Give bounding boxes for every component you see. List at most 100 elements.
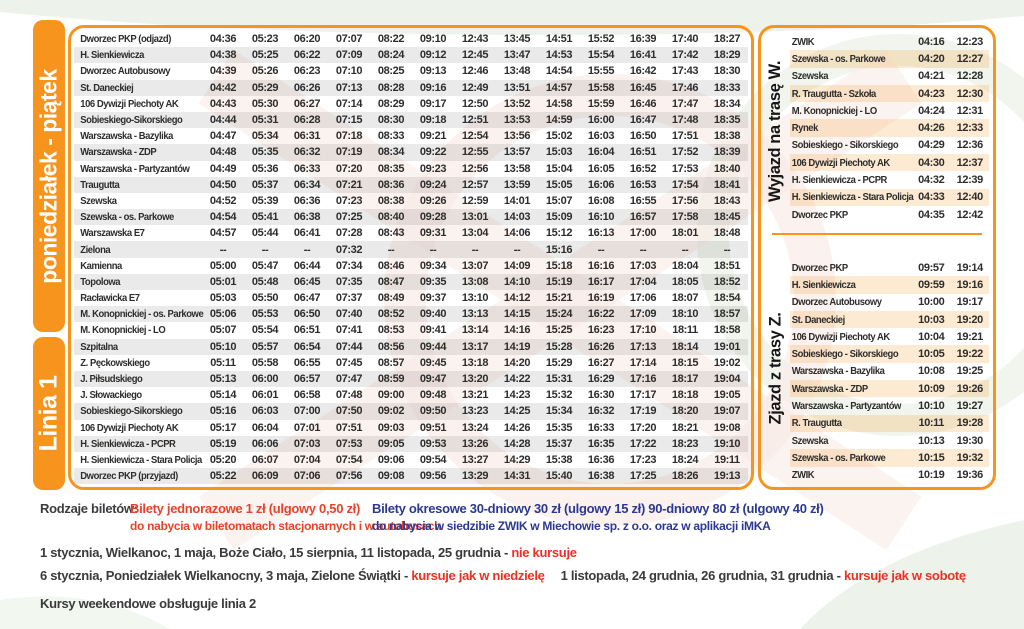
- time-cell: 12:54: [461, 130, 489, 143]
- time-cell: 08:35: [377, 162, 405, 175]
- time-cell: 12:55: [461, 146, 489, 159]
- time-cell: 15:18: [545, 259, 573, 272]
- table-row: R. Traugutta - Szkoła 04:23 12:30: [790, 84, 989, 103]
- time-cell: 06:57: [293, 373, 321, 386]
- time-cell: 09:06: [377, 453, 405, 466]
- time-cell: 19:07: [713, 405, 741, 418]
- time-cell: 06:32: [293, 146, 321, 159]
- time-cell: 19:32: [956, 451, 984, 464]
- time-cell: 16:39: [629, 33, 657, 46]
- stop-name: Szpitalna: [80, 340, 118, 353]
- time-cell: 08:40: [377, 211, 405, 224]
- table-row: 106 Dywizji Piechoty AK 04:30 12:37: [790, 154, 989, 172]
- time-cell: 05:47: [251, 259, 279, 272]
- time-cell: 17:19: [629, 405, 657, 418]
- time-cell: 07:51: [335, 421, 363, 434]
- table-row: Topolowa 05:01 05:48 06:45 07:35 08:47 09:35 13…: [74, 273, 748, 290]
- table-row: 106 Dywizji Piechoty AK 04:43 05:30 06:27 07…: [74, 96, 748, 112]
- time-cell: 04:43: [209, 97, 237, 110]
- time-cell: 18:45: [713, 211, 741, 224]
- time-cell: 18:07: [671, 292, 699, 305]
- time-cell: 06:50: [293, 308, 321, 321]
- time-cell: 09:50: [419, 405, 447, 418]
- time-cell: 05:39: [251, 194, 279, 207]
- time-cell: --: [261, 243, 269, 256]
- table-row: H. Sienkiewicza - Stara Policja 04:33 12:4…: [790, 188, 989, 206]
- time-cell: 16:27: [587, 356, 615, 369]
- table-row: St. Daneckiej 10:03 19:20: [790, 310, 989, 329]
- section-divider: [772, 233, 982, 235]
- time-cell: 16:52: [629, 162, 657, 175]
- time-cell: 13:53: [503, 114, 531, 127]
- time-cell: 17:47: [671, 97, 699, 110]
- stop-name: ZWIK: [791, 35, 815, 48]
- time-cell: 18:10: [671, 308, 699, 321]
- time-cell: --: [639, 243, 647, 256]
- time-cell: 06:44: [293, 259, 321, 272]
- time-cell: --: [513, 243, 521, 256]
- time-cell: 05:14: [209, 389, 237, 402]
- time-cell: 13:27: [461, 453, 489, 466]
- time-cell: 04:36: [209, 33, 237, 46]
- time-cell: 06:33: [293, 162, 321, 175]
- time-cell: 17:13: [629, 340, 657, 353]
- time-cell: --: [303, 243, 311, 256]
- time-cell: 13:17: [461, 340, 489, 353]
- time-cell: 16:46: [629, 97, 657, 110]
- time-cell: 19:02: [713, 356, 741, 369]
- outbound-label-text: Wyjazd na trasę W.: [766, 60, 785, 202]
- time-cell: 06:47: [293, 292, 321, 305]
- time-cell: 15:31: [545, 373, 573, 386]
- time-cell: 12:45: [461, 49, 489, 62]
- time-cell: 14:31: [503, 470, 531, 483]
- time-cell: 05:11: [210, 356, 236, 369]
- stop-name: J. Piłsudskiego: [80, 373, 143, 386]
- stop-name: Traugutta: [80, 178, 120, 191]
- time-cell: 05:54: [251, 324, 279, 337]
- table-row: ZWIK 10:19 19:36: [790, 467, 989, 484]
- time-cell: 05:06: [209, 308, 237, 321]
- table-row: ZWIK 04:16 12:23: [790, 33, 989, 50]
- time-cell: 07:40: [335, 308, 363, 321]
- holidays-special-service-note: 6 stycznia, Poniedziałek Wielkanocny, 3 …: [40, 568, 966, 583]
- time-cell: 05:44: [251, 227, 279, 240]
- time-cell: 04:23: [918, 87, 945, 100]
- time-cell: 16:38: [587, 470, 615, 483]
- time-cell: 18:52: [713, 275, 741, 288]
- time-cell: 16:05: [587, 162, 615, 175]
- table-row: H. Sienkiewicza 04:38 05:25 06:22 07:09 08:24…: [74, 47, 748, 64]
- time-cell: 13:47: [503, 49, 531, 62]
- time-cell: 09:40: [419, 308, 447, 321]
- time-cell: 09:17: [419, 97, 447, 110]
- time-cell: 18:24: [671, 453, 699, 466]
- time-cell: 14:15: [503, 308, 531, 321]
- time-cell: 13:26: [461, 437, 489, 450]
- time-cell: 17:42: [671, 49, 699, 62]
- time-cell: 06:58: [293, 389, 321, 402]
- time-cell: 15:09: [545, 211, 573, 224]
- stop-name: Warszawska E7: [80, 227, 145, 240]
- time-cell: 12:36: [956, 139, 984, 152]
- time-cell: 09:26: [419, 194, 447, 207]
- time-cell: 17:53: [671, 162, 699, 175]
- table-row: H. Sienkiewicza - PCPR 05:19 06:06 07:03 07:…: [74, 435, 748, 452]
- time-cell: 18:01: [671, 227, 699, 240]
- time-cell: 16:10: [587, 211, 615, 224]
- time-cell: 15:38: [545, 453, 573, 466]
- time-cell: 08:53: [377, 324, 405, 337]
- time-cell: 13:13: [461, 308, 489, 321]
- time-cell: 14:12: [503, 292, 531, 305]
- time-cell: 19:21: [956, 330, 984, 343]
- period-ticket-price: Bilety okresowe 30-dniowy 30 zł (ulgowy …: [372, 501, 824, 516]
- time-cell: --: [723, 243, 731, 256]
- period-ticket-where: do nabycia w siedzibie ZWIK w Miechowie …: [372, 519, 771, 533]
- time-cell: 15:21: [545, 292, 573, 305]
- table-row: Traugutta 04:50 05:37 06:34 07:21 08:36 09:24 1…: [74, 176, 748, 193]
- time-cell: 16:57: [629, 211, 657, 224]
- time-cell: 06:26: [293, 81, 321, 94]
- time-cell: 18:33: [713, 81, 741, 94]
- time-cell: 09:24: [419, 178, 447, 191]
- time-cell: 12:23: [956, 35, 984, 48]
- time-cell: 07:14: [335, 97, 363, 110]
- time-cell: 16:29: [587, 373, 615, 386]
